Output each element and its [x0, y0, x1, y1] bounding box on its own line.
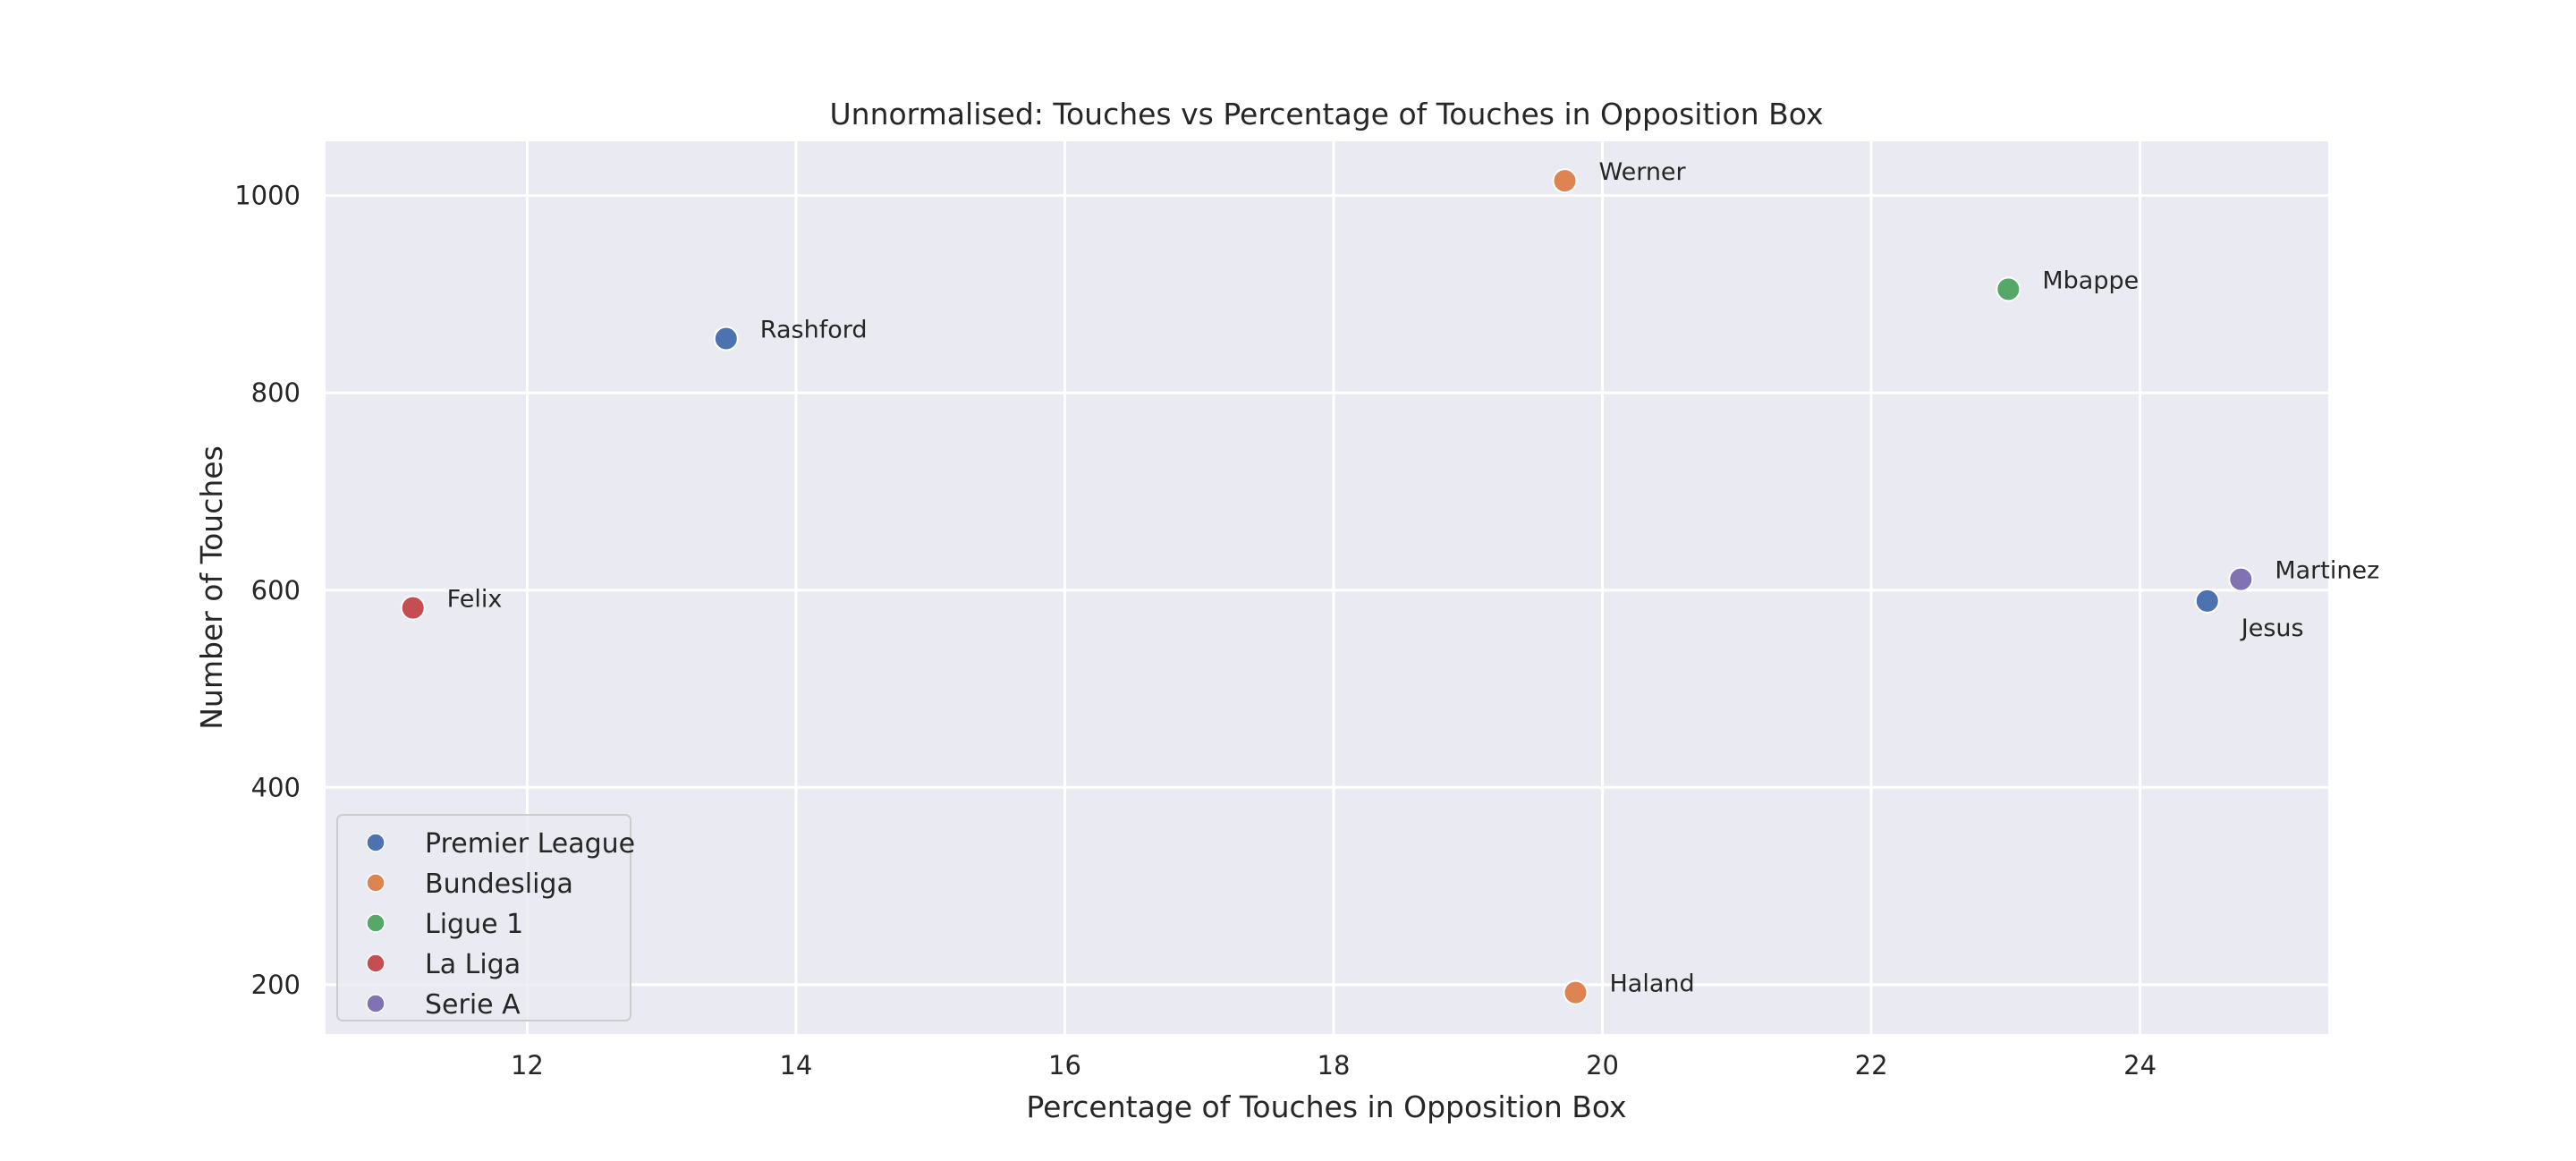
legend-entry: La Liga [425, 949, 521, 980]
x-axis-label: Percentage of Touches in Opposition Box [1026, 1089, 1626, 1124]
legend-entry: Premier League [425, 828, 635, 860]
legend-marker [366, 953, 386, 973]
point-label: Werner [1598, 158, 1686, 186]
data-point [713, 326, 739, 352]
data-point [400, 595, 426, 621]
y-tick-label: 1000 [234, 181, 301, 211]
point-label: Haland [1609, 970, 1694, 998]
point-label: Felix [447, 586, 503, 614]
point-label: Jesus [2240, 614, 2304, 642]
point-label: Rashford [760, 317, 868, 344]
data-points [400, 168, 2254, 1005]
data-point [1563, 979, 1589, 1005]
y-tick-label: 200 [251, 970, 301, 1000]
data-point [1996, 276, 2021, 302]
y-axis-label: Number of Touches [194, 445, 229, 730]
y-tick-label: 800 [251, 377, 301, 408]
axis-ticks: 12 14 16 18 20 22 24 200 400 600 800 1000 [234, 181, 2157, 1080]
legend-marker [366, 913, 386, 933]
legend-marker [366, 873, 386, 893]
legend-marker [366, 994, 386, 1013]
x-tick-label: 22 [1855, 1050, 1888, 1080]
x-tick-label: 12 [511, 1050, 544, 1080]
legend-marker [366, 833, 386, 852]
legend: Premier League Bundesliga Ligue 1 La Liga Se… [336, 814, 635, 1021]
legend-entry: Bundesliga [425, 869, 573, 900]
grid-lines [326, 141, 2328, 1034]
x-tick-label: 16 [1048, 1050, 1081, 1080]
x-tick-label: 14 [779, 1050, 812, 1080]
y-tick-label: 600 [251, 575, 301, 606]
x-tick-label: 18 [1318, 1050, 1351, 1080]
point-label: Martinez [2275, 557, 2379, 585]
x-tick-label: 24 [2123, 1050, 2157, 1080]
y-tick-label: 400 [251, 772, 301, 802]
data-point [2194, 588, 2220, 614]
chart-title: Unnormalised: Touches vs Percentage of T… [830, 97, 1824, 131]
data-point [1552, 168, 1578, 194]
legend-entry: Serie A [425, 989, 521, 1021]
legend-frame [336, 814, 631, 1021]
x-tick-label: 20 [1586, 1050, 1619, 1080]
plot-area [326, 141, 2328, 1034]
point-label: Mbappe [2042, 267, 2139, 294]
point-labels: Rashford Jesus Werner Haland Mbappe Felix Mart… [447, 158, 2380, 998]
data-point [2228, 566, 2254, 592]
legend-entry: Ligue 1 [425, 909, 523, 940]
